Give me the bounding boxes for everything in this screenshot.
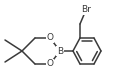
Text: Br: Br	[81, 5, 91, 15]
Text: B: B	[57, 46, 63, 56]
Text: O: O	[46, 60, 53, 68]
Text: O: O	[46, 34, 53, 42]
